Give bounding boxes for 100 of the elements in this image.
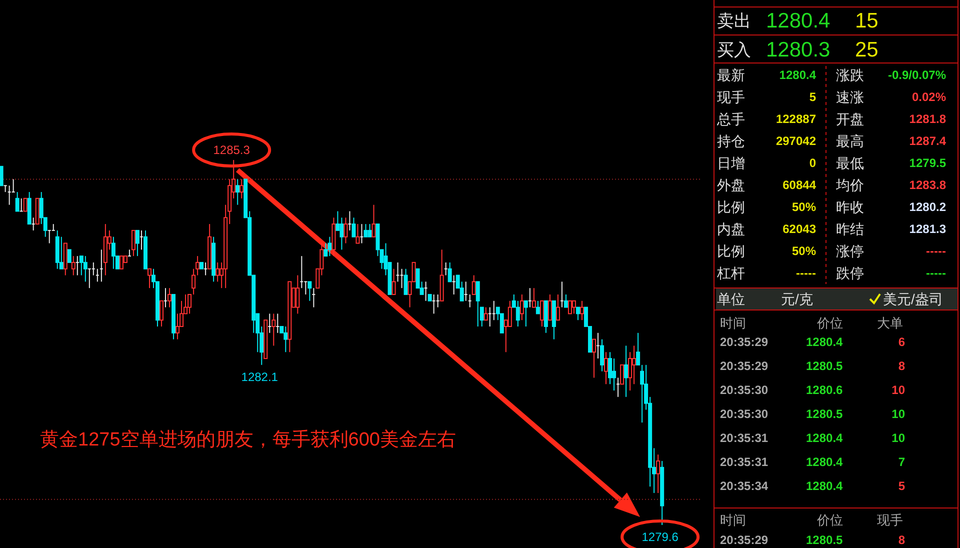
candlestick: [119, 256, 124, 270]
candlestick: [452, 274, 456, 295]
text: 最低: [836, 155, 864, 171]
candlestick: [360, 224, 364, 244]
candlestick: [424, 281, 428, 302]
candlestick: [7, 185, 12, 206]
annotation: 1285.3: [213, 143, 250, 157]
candlestick: [540, 300, 544, 327]
candlestick: [620, 364, 624, 385]
candlestick: [67, 249, 72, 263]
text: 50%: [792, 244, 816, 258]
candlestick: [532, 288, 536, 308]
text: 10: [892, 383, 906, 397]
text: 现手: [877, 512, 903, 528]
text: 比例: [717, 243, 745, 259]
candlestick: [176, 313, 180, 340]
candlestick: [556, 294, 560, 321]
text: 1280.6: [806, 383, 844, 397]
text: 20:35:31: [720, 455, 768, 469]
annotation: 黄金1275空单进场的朋友，每手获利600美金左右: [40, 428, 456, 450]
text: 最新: [717, 67, 745, 83]
candlestick: [300, 256, 304, 289]
candlestick: [75, 256, 80, 276]
text: 1287.4: [909, 134, 946, 148]
candlestick: [492, 300, 496, 321]
text: -0.9/0.07%: [888, 68, 946, 82]
candlestick: [95, 268, 100, 282]
candlestick: [548, 294, 552, 321]
candlestick: [99, 249, 104, 282]
text: 速涨: [836, 89, 864, 105]
text: 20:35:31: [720, 431, 768, 445]
text: 日增: [717, 155, 745, 171]
text: 20:35:29: [720, 359, 768, 373]
candlestick: [572, 300, 576, 314]
candlestick: [135, 230, 140, 257]
candlestick: [624, 345, 628, 398]
text: 涨跌: [836, 67, 864, 83]
text: 昨收: [836, 199, 864, 215]
text: 比例: [717, 199, 745, 215]
text: 0.02%: [912, 90, 946, 104]
candlestick: [448, 262, 452, 282]
text: 0: [809, 156, 816, 170]
text: 最高: [836, 133, 864, 149]
candlestick: [272, 313, 276, 346]
candlestick: [444, 262, 448, 276]
text: 8: [898, 359, 906, 373]
candlestick: [304, 281, 308, 295]
text: 1280.4: [806, 335, 844, 349]
text: 大单: [877, 316, 903, 330]
text: 杠杆: [716, 265, 745, 281]
text: 20:35:29: [720, 335, 768, 349]
candlestick: [31, 217, 36, 231]
candlestick: [368, 224, 372, 238]
candlestick: [400, 268, 404, 289]
candlestick: [396, 262, 400, 282]
text: 单位: [717, 291, 745, 307]
annotation: 1282.1: [241, 370, 278, 384]
text: 1283.8: [909, 178, 946, 192]
text: 6: [898, 335, 906, 349]
candlestick: [508, 300, 512, 327]
candlestick: [600, 338, 604, 372]
candlestick: [564, 294, 568, 308]
candlestick: [344, 217, 348, 244]
text: 价位: [816, 512, 843, 528]
candlestick: [71, 256, 76, 276]
candlestick: [524, 300, 528, 327]
candlestick: [296, 274, 300, 314]
text: 时间: [720, 316, 746, 330]
text: 1280.4: [806, 479, 844, 493]
candlestick: [348, 210, 352, 231]
text: 60844: [782, 178, 816, 192]
candlestick: [131, 230, 136, 257]
candlestick: [83, 256, 88, 282]
candlestick: [536, 300, 540, 314]
candlestick: [236, 178, 240, 206]
text: 卖出: [717, 12, 751, 30]
text: -----: [926, 266, 946, 280]
text: 价位: [816, 316, 843, 330]
candlestick: [372, 204, 376, 238]
candlestick: [308, 281, 312, 302]
text: 外盘: [717, 177, 745, 193]
text: 5: [809, 90, 816, 104]
candlestick: [15, 192, 20, 212]
candlestick: [111, 236, 116, 270]
text: 内盘: [717, 221, 745, 237]
candlestick: [364, 224, 368, 238]
candlestick: [0, 166, 4, 186]
text: 跌停: [836, 265, 864, 281]
text: 1280.4: [806, 455, 844, 469]
candlestick: [436, 294, 440, 308]
candlestick: [404, 268, 408, 295]
candlestick: [204, 262, 208, 276]
text: 美元/盎司: [883, 291, 943, 307]
candlestick: [139, 230, 144, 250]
text: 1280.5: [806, 533, 844, 547]
candlestick: [276, 313, 280, 334]
candlestick: [520, 294, 524, 321]
candlestick: [268, 313, 272, 334]
candlestick: [164, 288, 168, 308]
candlestick: [576, 306, 580, 321]
